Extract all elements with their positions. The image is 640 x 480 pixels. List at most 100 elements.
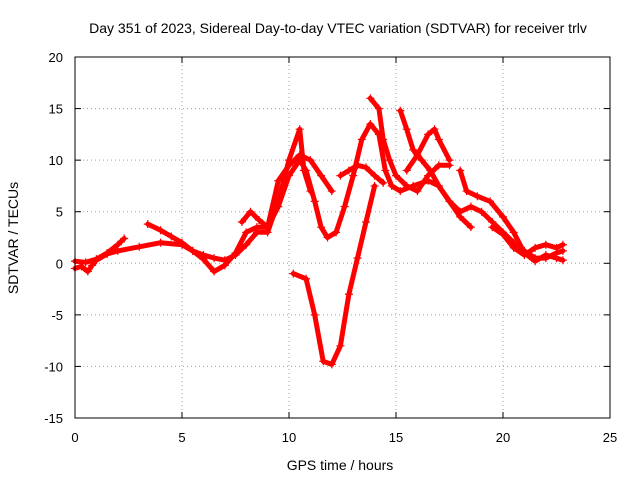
- data-point-marker: [402, 125, 411, 134]
- series-arc-5: [289, 181, 379, 369]
- data-point-marker: [336, 341, 345, 350]
- data-point-marker: [366, 120, 375, 129]
- data-point-marker: [402, 181, 411, 190]
- data-point-marker: [541, 240, 550, 249]
- data-point-marker: [413, 187, 422, 196]
- data-point-marker: [306, 187, 315, 196]
- data-point-marker: [381, 166, 390, 175]
- data-point-marker: [499, 230, 507, 239]
- x-tick-label: 5: [178, 430, 185, 445]
- data-point-marker: [210, 254, 219, 263]
- data-point-marker: [327, 187, 336, 196]
- data-point-marker: [156, 226, 165, 235]
- data-point-marker: [456, 207, 465, 216]
- data-point-marker: [246, 207, 255, 216]
- data-point-marker: [379, 135, 388, 144]
- grid: [75, 57, 610, 418]
- series-arc-3: [143, 125, 315, 265]
- y-tick-label: 20: [49, 50, 63, 65]
- data-point-marker: [531, 257, 540, 266]
- series-arc-6: [336, 161, 388, 187]
- data-point-marker: [344, 290, 353, 299]
- data-point-marker: [434, 135, 443, 144]
- series-trace: [337, 162, 386, 186]
- data-point-marker: [353, 254, 362, 263]
- data-point-marker: [353, 161, 362, 170]
- axis-ticks: 0 5 10 15 20 25 -15 -10 -5 0 5 10 15 20: [44, 50, 617, 445]
- data-point-marker: [434, 181, 443, 190]
- data-point-marker: [387, 181, 396, 190]
- x-tick-label: 20: [496, 430, 510, 445]
- data-point-marker: [295, 150, 304, 159]
- data-point-marker: [531, 243, 540, 252]
- data-point-marker: [552, 254, 561, 263]
- data-point-marker: [357, 135, 366, 144]
- data-series: [71, 94, 567, 369]
- y-tick-label: 15: [49, 102, 63, 117]
- series-trace: [239, 152, 335, 230]
- data-point-marker: [302, 274, 311, 283]
- data-point-marker: [167, 232, 176, 241]
- data-point-marker: [143, 220, 152, 229]
- data-point-marker: [242, 228, 251, 237]
- data-point-marker: [396, 106, 405, 115]
- data-point-marker: [83, 267, 92, 276]
- data-point-marker: [488, 223, 497, 232]
- data-point-marker: [156, 238, 165, 247]
- data-point-marker: [466, 223, 475, 232]
- data-point-marker: [445, 197, 454, 206]
- data-point-marker: [370, 181, 379, 190]
- data-point-marker: [434, 161, 443, 170]
- data-point-marker: [413, 150, 422, 159]
- data-point-marker: [366, 94, 375, 103]
- y-tick-label: -10: [44, 359, 63, 374]
- data-point-marker: [509, 228, 518, 237]
- data-point-marker: [113, 246, 122, 255]
- data-point-marker: [520, 251, 529, 260]
- data-point-marker: [274, 176, 283, 185]
- series-arc-11: [488, 223, 567, 260]
- data-point-marker: [178, 238, 186, 247]
- data-point-marker: [252, 228, 261, 237]
- data-point-marker: [327, 360, 336, 369]
- data-point-marker: [285, 161, 293, 170]
- y-tick-label: 5: [56, 205, 63, 220]
- data-point-marker: [319, 357, 328, 366]
- data-point-marker: [188, 246, 197, 255]
- data-point-marker: [242, 240, 251, 249]
- data-point-marker: [486, 197, 495, 206]
- data-point-marker: [317, 223, 326, 232]
- y-axis-label: SDTVAR / TECUs: [5, 182, 21, 294]
- data-point-marker: [379, 178, 388, 187]
- data-point-marker: [81, 258, 90, 267]
- data-point-marker: [558, 240, 567, 249]
- data-point-marker: [473, 192, 482, 201]
- data-point-marker: [552, 243, 561, 252]
- y-tick-label: 10: [49, 153, 63, 168]
- data-point-marker: [289, 269, 298, 278]
- data-point-marker: [385, 156, 394, 165]
- data-point-marker: [466, 202, 475, 211]
- data-point-marker: [263, 223, 272, 232]
- data-point-marker: [88, 261, 97, 270]
- data-point-marker: [332, 228, 341, 237]
- series-arc-10: [456, 166, 567, 266]
- data-point-marker: [424, 130, 433, 139]
- data-point-marker: [402, 166, 411, 175]
- data-point-marker: [362, 163, 371, 172]
- data-point-marker: [499, 212, 507, 221]
- data-point-marker: [374, 104, 383, 113]
- series-arc-9: [402, 125, 454, 175]
- series-trace: [145, 126, 313, 263]
- data-point-marker: [462, 187, 471, 196]
- data-point-marker: [237, 218, 246, 227]
- y-tick-label: 0: [56, 256, 63, 271]
- data-point-marker: [392, 171, 400, 180]
- data-point-marker: [135, 242, 144, 251]
- data-point-marker: [417, 156, 426, 165]
- data-point-marker: [541, 251, 550, 260]
- data-point-marker: [317, 171, 326, 180]
- data-point-marker: [120, 234, 129, 243]
- series-arc-4: [237, 150, 336, 232]
- data-point-marker: [77, 262, 86, 271]
